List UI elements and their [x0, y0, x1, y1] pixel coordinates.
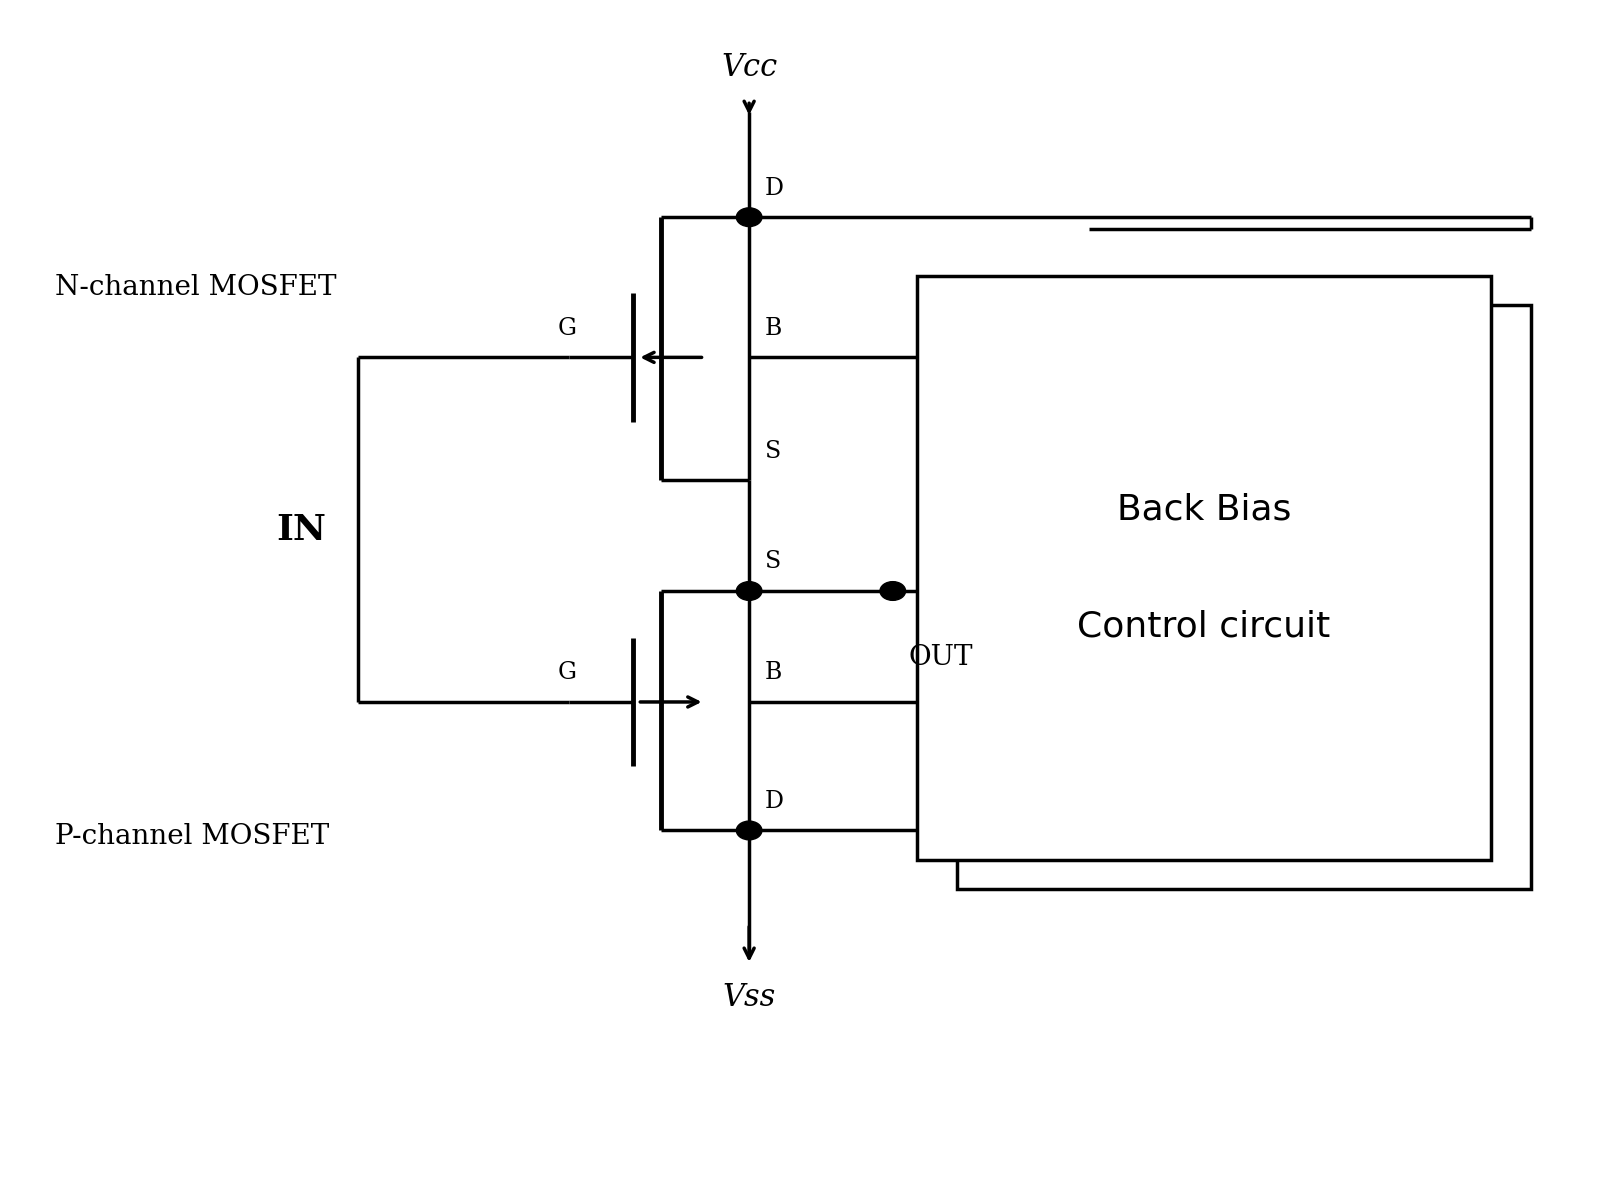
Text: D: D [765, 176, 784, 200]
Text: G: G [557, 317, 576, 340]
Text: P-channel MOSFET: P-channel MOSFET [55, 823, 328, 850]
Text: S: S [765, 551, 781, 573]
Text: Vss: Vss [723, 982, 776, 1013]
Circle shape [881, 582, 905, 600]
Text: N-channel MOSFET: N-channel MOSFET [55, 274, 336, 300]
Text: IN: IN [277, 513, 327, 546]
Text: Vcc: Vcc [721, 52, 778, 83]
Bar [916, 275, 1491, 859]
Text: Control circuit: Control circuit [1077, 609, 1330, 643]
Text: OUT: OUT [908, 643, 974, 670]
Text: Back Bias: Back Bias [1117, 492, 1291, 526]
Text: S: S [765, 440, 781, 462]
Circle shape [736, 582, 762, 600]
Bar [956, 305, 1531, 889]
Text: D: D [765, 790, 784, 813]
Circle shape [736, 208, 762, 227]
Text: B: B [765, 317, 782, 340]
Text: G: G [557, 662, 576, 684]
Circle shape [736, 821, 762, 839]
Text: B: B [765, 662, 782, 684]
